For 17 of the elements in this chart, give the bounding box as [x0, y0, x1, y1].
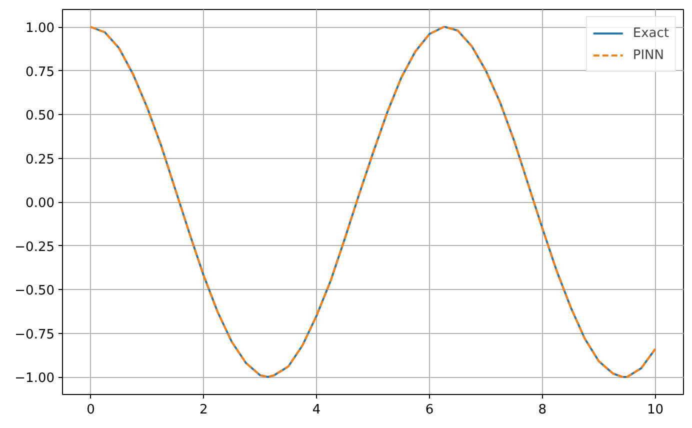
x-tick-label: 4 — [312, 402, 321, 418]
legend-label: Exact — [632, 26, 669, 40]
x-tick-label: 10 — [647, 402, 664, 418]
x-tick-label: 0 — [86, 402, 95, 418]
y-tick-label: 0.50 — [26, 108, 55, 124]
y-tick-label: 0.00 — [26, 196, 55, 211]
x-tick-label: 8 — [538, 402, 547, 418]
y-tick-label: −0.50 — [14, 284, 55, 298]
y-tick-label: 0.25 — [26, 152, 55, 168]
legend-label: PINN — [632, 48, 664, 62]
y-tick-label: −0.25 — [14, 240, 55, 255]
x-tick-label: 6 — [425, 402, 434, 418]
y-tick-label: 0.75 — [26, 64, 55, 80]
y-tick-label: −1.00 — [14, 371, 55, 386]
y-tick-label: −0.75 — [14, 327, 55, 342]
y-tick-label: 1.00 — [26, 21, 55, 36]
x-tick-label: 2 — [200, 402, 208, 418]
